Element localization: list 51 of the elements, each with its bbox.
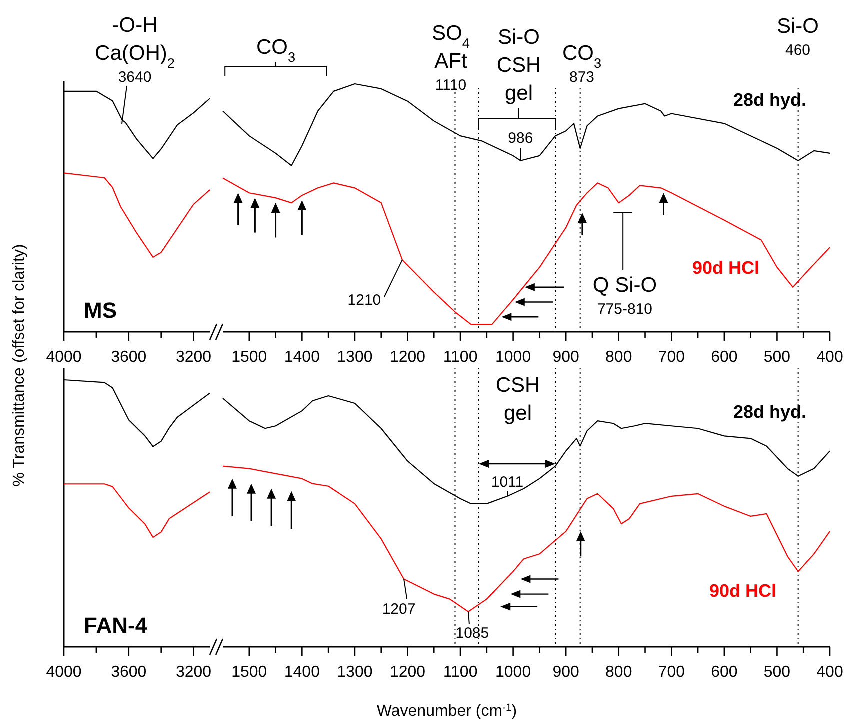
x-tick-label: 4000 xyxy=(46,664,82,681)
series-label: 90d HCl xyxy=(692,258,760,278)
x-tick-label: 3600 xyxy=(111,349,147,366)
x-tick-label: 1200 xyxy=(390,664,426,681)
annotation: CO$_{3}$ 873 xyxy=(562,42,602,86)
text: FAN-4 xyxy=(84,613,148,638)
x-tick-label: 1000 xyxy=(496,664,532,681)
x-axis-title: Wavenumber (cm$^{-1}$) xyxy=(376,702,518,720)
x-tick-label: 400 xyxy=(816,664,844,681)
x-tick-label: 1100 xyxy=(443,349,478,366)
annotation: SO$_{4}$ AFt 1110 xyxy=(432,22,470,94)
annotation: Si-O CSH gel xyxy=(496,26,542,105)
annotation: 986 xyxy=(508,130,534,147)
series-label: 28d hyd. xyxy=(733,90,807,110)
x-tick-label: 1500 xyxy=(232,664,268,681)
x-tick-label: 1000 xyxy=(496,349,532,366)
series-label: 90d HCl xyxy=(709,581,777,601)
x-tick-label: 500 xyxy=(764,349,791,366)
x-tick-label: 600 xyxy=(711,349,738,366)
x-tick-label: 3200 xyxy=(176,664,212,681)
x-tick-label: 1200 xyxy=(390,349,426,366)
annotation: 1207 xyxy=(382,601,416,618)
y-axis-title: % Transmittance (offset for clarity) xyxy=(11,244,28,487)
x-tick-label: 700 xyxy=(658,349,686,366)
annotation: CSH gel xyxy=(496,374,540,425)
x-tick-label: 1300 xyxy=(337,664,373,681)
annotation: 1085 xyxy=(456,625,490,642)
x-tick-label: 3200 xyxy=(176,349,212,366)
x-tick-label: 1500 xyxy=(232,349,268,366)
text: Si-O 460 xyxy=(777,15,819,59)
x-tick-label: 1400 xyxy=(284,664,320,681)
x-tick-label: 800 xyxy=(606,664,632,681)
x-tick-label: 1300 xyxy=(337,349,373,366)
x-tick-label: 1400 xyxy=(284,349,320,366)
x-tick-label: 800 xyxy=(606,349,632,366)
x-tick-label: 1100 xyxy=(443,664,478,681)
text: -O-H Ca(OH)$_{2}$ 3640 xyxy=(95,14,175,86)
x-tick-label: 400 xyxy=(816,349,844,366)
annotation: 1011 xyxy=(491,474,524,491)
x-tick-label: 3600 xyxy=(111,664,147,681)
annotation: 1210 xyxy=(348,292,382,309)
series-label: 28d hyd. xyxy=(733,402,807,422)
text: CO$_{3}$ xyxy=(256,36,296,64)
annotation: Q Si-O 775-810 xyxy=(592,274,658,318)
x-tick-label: 900 xyxy=(552,349,580,366)
x-tick-label: 500 xyxy=(764,664,791,681)
x-tick-label: 900 xyxy=(552,664,580,681)
text: MS xyxy=(84,298,117,323)
x-tick-label: 600 xyxy=(711,664,738,681)
x-tick-label: 700 xyxy=(658,664,686,681)
x-tick-label: 4000 xyxy=(46,349,82,366)
